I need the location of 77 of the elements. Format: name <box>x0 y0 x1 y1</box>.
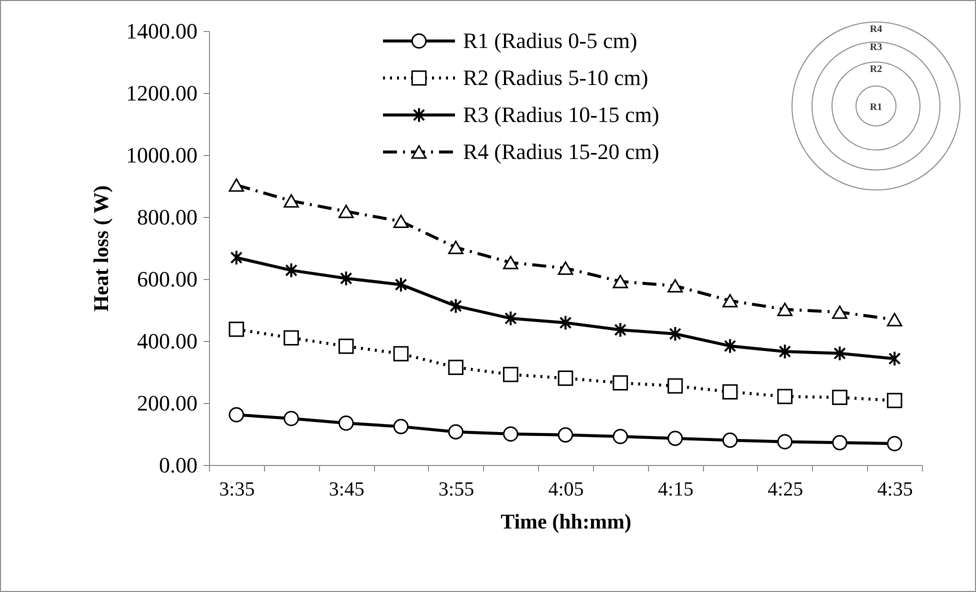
point <box>448 360 464 375</box>
legend-label: R1 (Radius 0-5 cm) <box>463 28 638 53</box>
point <box>338 416 354 431</box>
y-tick-label: 800.00 <box>137 204 198 230</box>
point <box>612 375 628 390</box>
point <box>338 204 354 218</box>
y-tick-label: 200.00 <box>137 390 198 416</box>
point <box>668 430 683 446</box>
x-axis-title: Time (hh:mm) <box>500 510 632 534</box>
point <box>886 312 902 326</box>
legend-label: R4 (Radius 15-20 cm) <box>463 139 660 164</box>
point <box>778 344 792 360</box>
x-tick-label: 4:35 <box>877 478 913 500</box>
point <box>393 346 409 362</box>
y-axis-title: Heat loss ( W) <box>89 185 113 312</box>
point <box>228 178 244 192</box>
x-tick-label: 3:35 <box>219 478 255 500</box>
annotation: R4 <box>870 24 882 35</box>
point <box>777 388 793 404</box>
point <box>394 276 408 292</box>
point <box>558 261 574 275</box>
point <box>285 262 298 278</box>
x-tick-label: 4:05 <box>548 478 584 500</box>
annotation: R3 <box>870 42 882 53</box>
legend-label: R3 (Radius 10-15 cm) <box>463 102 660 127</box>
point <box>503 256 518 270</box>
point <box>284 330 299 346</box>
x-tick-label: 3:55 <box>438 478 474 500</box>
point <box>228 407 244 422</box>
point <box>722 432 738 448</box>
point <box>448 424 464 440</box>
y-tick-label: 1200.00 <box>126 80 198 106</box>
point <box>669 326 682 342</box>
y-tick-label: 600.00 <box>137 266 198 292</box>
point <box>284 410 299 426</box>
x-tick-label: 4:15 <box>658 478 694 500</box>
point <box>504 310 517 326</box>
y-tick-label: 1000.00 <box>126 142 198 168</box>
point <box>284 194 299 208</box>
point <box>230 250 243 266</box>
x-tick-label: 3:45 <box>328 478 364 500</box>
point <box>834 346 846 362</box>
point <box>340 270 352 286</box>
point <box>777 302 793 316</box>
point <box>614 322 627 338</box>
point <box>722 384 738 400</box>
y-tick-label: 400.00 <box>137 328 198 354</box>
point <box>450 298 462 314</box>
point <box>393 214 409 228</box>
point <box>558 370 574 386</box>
point <box>888 350 901 367</box>
annotation: R1 <box>870 102 882 113</box>
point <box>393 418 409 434</box>
point <box>832 390 848 406</box>
point <box>668 279 683 293</box>
point <box>338 338 354 354</box>
point <box>668 378 683 394</box>
point <box>448 240 464 254</box>
point <box>886 392 902 408</box>
annotation: R2 <box>870 64 882 75</box>
legend-label: R2 (Radius 5-10 cm) <box>463 65 648 90</box>
point <box>886 436 902 452</box>
point <box>612 428 628 444</box>
point <box>228 322 244 337</box>
point <box>503 366 518 382</box>
point <box>832 305 848 319</box>
point <box>724 338 736 354</box>
point <box>612 274 628 288</box>
point <box>777 434 793 450</box>
point <box>832 435 848 450</box>
point <box>722 294 738 308</box>
y-tick-label: 1400.00 <box>126 18 198 44</box>
y-tick-label: 0.00 <box>159 452 198 478</box>
x-tick-label: 4:25 <box>768 478 804 500</box>
point <box>559 314 572 331</box>
point <box>558 427 574 443</box>
point <box>503 426 518 442</box>
